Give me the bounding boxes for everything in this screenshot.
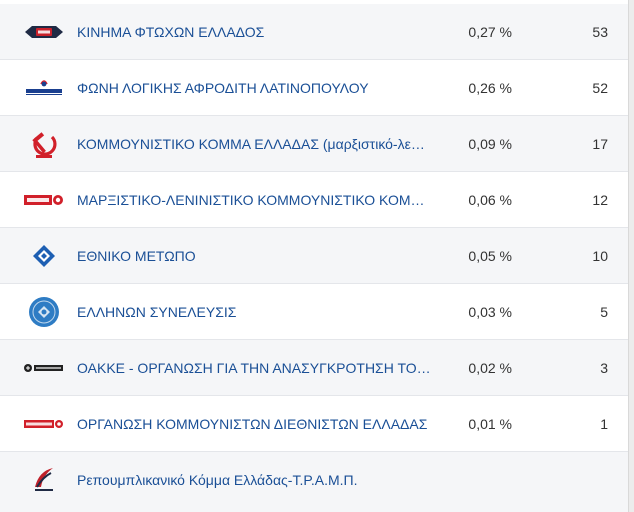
party-percent [440,452,512,508]
table-row: Ρεπουμπλικανικό Κόμμα Ελλάδας-Τ.Ρ.Α.Μ.Π. [0,452,628,512]
party-name-link[interactable]: ΚΙΝΗΜΑ ΦΤΩΧΩΝ ΕΛΛΑΔΟΣ [77,24,265,40]
party-percent: 0,27 % [468,24,512,40]
party-percent: 0,02 % [468,360,512,376]
ethniko-metopo-logo-icon [22,240,66,272]
foni-logikis-logo-icon [22,72,66,104]
kke-ml-hammer-sickle-logo-icon [22,128,66,160]
party-count: 10 [592,248,608,264]
party-name-link[interactable]: ΟΑΚΚΕ - ΟΡΓΑΝΩΣΗ ΓΙΑ ΤΗΝ ΑΝΑΣΥΓΚΡΟΤΗΣΗ Τ… [77,360,431,376]
ellinon-synelefsis-logo-icon [22,296,66,328]
party-count: 1 [600,416,608,432]
party-percent: 0,05 % [468,248,512,264]
table-row: ΦΩΝΗ ΛΟΓΙΚΗΣ ΑΦΡΟΔΙΤΗ ΛΑΤΙΝΟΠΟΥΛΟΥ 0,26 … [0,60,628,116]
table-row: ΕΛΛΗΝΩΝ ΣΥΝΕΛΕΥΣΙΣ 0,03 % 5 [0,284,628,340]
table-row: ΕΘΝΙΚΟ ΜΕΤΩΠΟ 0,05 % 10 [0,228,628,284]
party-name-link[interactable]: Ρεπουμπλικανικό Κόμμα Ελλάδας-Τ.Ρ.Α.Μ.Π. [77,472,358,488]
m-l-kke-logo-icon [22,184,66,216]
table-row: ΟΑΚΚΕ - ΟΡΓΑΝΩΣΗ ΓΙΑ ΤΗΝ ΑΝΑΣΥΓΚΡΟΤΗΣΗ Τ… [0,340,628,396]
vertical-scrollbar[interactable] [628,0,634,512]
kinima-ftoxon-logo-icon [22,16,66,48]
trump-party-logo-icon [22,464,66,496]
table-row: ΟΡΓΑΝΩΣΗ ΚΟΜΜΟΥΝΙΣΤΩΝ ΔΙΕΘΝΙΣΤΩΝ ΕΛΛΑΔΑΣ… [0,396,628,452]
party-percent: 0,01 % [468,416,512,432]
table-row: ΚΟΜΜΟΥΝΙΣΤΙΚΟ ΚΟΜΜΑ ΕΛΛΑΔΑΣ (μαρξιστικό-… [0,116,628,172]
oakke-logo-icon [22,352,66,384]
okde-logo-icon [22,408,66,440]
party-percent: 0,26 % [468,80,512,96]
party-name-link[interactable]: ΕΛΛΗΝΩΝ ΣΥΝΕΛΕΥΣΙΣ [77,304,237,320]
party-percent: 0,03 % [468,304,512,320]
party-count: 52 [592,80,608,96]
party-percent: 0,09 % [468,136,512,152]
party-count: 53 [592,24,608,40]
party-name-link[interactable]: ΚΟΜΜΟΥΝΙΣΤΙΚΟ ΚΟΜΜΑ ΕΛΛΑΔΑΣ (μαρξιστικό-… [77,136,425,152]
party-count [540,452,608,508]
party-percent: 0,06 % [468,192,512,208]
table-row: ΜΑΡΞΙΣΤΙΚΟ-ΛΕΝΙΝΙΣΤΙΚΟ ΚΟΜΜΟΥΝΙΣΤΙΚΟ ΚΟΜ… [0,172,628,228]
party-count: 5 [600,304,608,320]
party-count: 3 [600,360,608,376]
party-name-link[interactable]: ΦΩΝΗ ΛΟΓΙΚΗΣ ΑΦΡΟΔΙΤΗ ΛΑΤΙΝΟΠΟΥΛΟΥ [77,80,369,96]
party-count: 12 [592,192,608,208]
table-row: ΚΙΝΗΜΑ ΦΤΩΧΩΝ ΕΛΛΑΔΟΣ 0,27 % 53 [0,4,628,60]
party-name-link[interactable]: ΜΑΡΞΙΣΤΙΚΟ-ΛΕΝΙΝΙΣΤΙΚΟ ΚΟΜΜΟΥΝΙΣΤΙΚΟ ΚΟΜ… [77,192,433,208]
party-count: 17 [592,136,608,152]
party-name-link[interactable]: ΕΘΝΙΚΟ ΜΕΤΩΠΟ [77,248,196,264]
party-name-link[interactable]: ΟΡΓΑΝΩΣΗ ΚΟΜΜΟΥΝΙΣΤΩΝ ΔΙΕΘΝΙΣΤΩΝ ΕΛΛΑΔΑΣ [77,416,428,432]
